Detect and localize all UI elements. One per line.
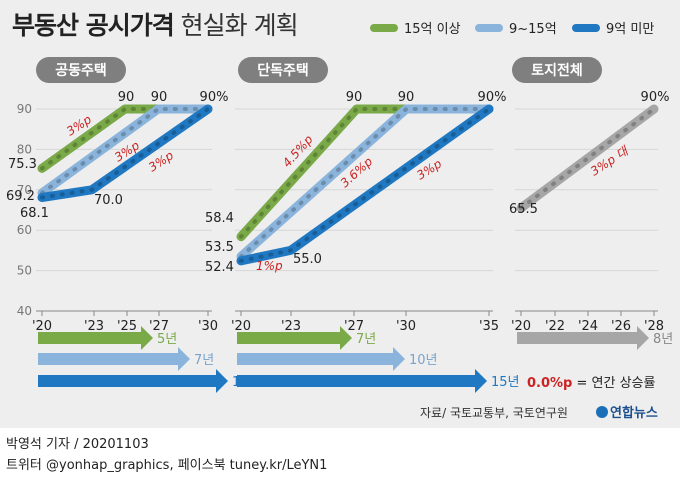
credits-line1: 박영석 기자 / 20201103: [6, 437, 149, 452]
rate-note-text: = 연간 상승률: [572, 376, 656, 391]
credits-line2: 트위터 @yonhap_graphics, 페이스북 tuney.kr/LeYN…: [6, 458, 328, 473]
duration-label: 5년: [157, 332, 177, 347]
x-tick-label: '30: [396, 319, 416, 334]
legend-swatch-mid: [475, 24, 503, 32]
data-label: 90: [118, 90, 135, 105]
title-main: 부동산 공시가격: [12, 11, 175, 40]
legend-swatch-low: [572, 24, 600, 32]
duration-label: 8년: [653, 332, 673, 347]
data-label: 90: [151, 90, 168, 105]
data-label: 68.1: [20, 206, 49, 221]
rate-label: 1%p: [256, 259, 283, 273]
duration-arrow: [237, 347, 405, 371]
logo: 연합뉴스: [596, 402, 658, 421]
y-tick-label: 70: [17, 183, 32, 197]
series-dots: [239, 107, 491, 263]
y-tick-label: 50: [17, 264, 32, 278]
page-title: 부동산 공시가격 현실화 계획: [12, 6, 299, 42]
data-label: 53.5: [205, 240, 234, 255]
series-line: [236, 104, 494, 261]
series-dots: [40, 107, 210, 200]
duration-label: 10년: [409, 353, 438, 368]
series-line: [37, 104, 213, 202]
series-dots: [40, 107, 210, 171]
series-line: [516, 104, 659, 213]
legend-label-low: 9억 미만: [606, 22, 655, 37]
panel-title: 토지전체: [531, 62, 583, 79]
rate-note: 0.0%p = 연간 상승률: [527, 372, 655, 391]
title-sub: 현실화 계획: [180, 11, 299, 40]
x-tick-label: '26: [611, 319, 631, 334]
panel-header-bg: [36, 57, 126, 83]
x-tick-label: '35: [479, 319, 499, 334]
y-tick-label: 60: [17, 223, 32, 237]
series-dots: [519, 107, 656, 210]
x-tick-label: '27: [149, 319, 169, 334]
duration-label: 7년: [194, 353, 214, 368]
x-tick-label: '30: [198, 319, 218, 334]
duration-arrow: [38, 369, 228, 393]
x-tick-label: '24: [578, 319, 598, 334]
logo-icon: [596, 406, 608, 418]
data-label: 69.2: [6, 189, 35, 204]
source-text: 자료/ 국토교통부, 국토연구원: [420, 406, 568, 420]
duration-arrow: [237, 369, 487, 393]
data-label: 90%: [478, 90, 507, 105]
data-label: 52.4: [205, 260, 234, 275]
x-tick-label: '20: [511, 319, 531, 334]
panel-title: 단독주택: [257, 62, 309, 79]
series-line: [236, 104, 494, 266]
data-label: 70.0: [94, 193, 123, 208]
legend-label-high: 15억 이상: [404, 22, 461, 37]
legend-swatch-high: [370, 24, 398, 32]
x-tick-label: '28: [644, 319, 664, 334]
logo-text: 연합뉴스: [610, 406, 658, 421]
x-tick-label: '27: [344, 319, 364, 334]
rate-note-value: 0.0%p: [527, 376, 573, 391]
x-tick-label: '20: [32, 319, 52, 334]
credits: 박영석 기자 / 20201103 트위터 @yonhap_graphics, …: [0, 430, 680, 478]
series-line: [37, 104, 213, 198]
data-label: 58.4: [205, 211, 234, 226]
duration-label: 15년: [491, 375, 520, 390]
panel-title: 공동주택: [55, 62, 107, 79]
series-dots: [239, 107, 491, 259]
x-tick-label: '25: [117, 319, 137, 334]
chart-svg: 40 50 60 70 80 90 공동주택 '20 '23 '25 '27 '30 5년 7년 10년 단독…: [6, 57, 673, 393]
y-tick-label: 40: [17, 304, 32, 318]
duration-arrow: [38, 347, 190, 371]
data-label: 90%: [200, 90, 229, 105]
data-label: 75.3: [8, 157, 37, 172]
panel-header-bg: [512, 57, 602, 83]
duration-label: 7년: [356, 332, 376, 347]
y-tick-label: 90: [17, 102, 32, 116]
duration-arrow: [517, 326, 649, 350]
y-tick-label: 80: [17, 142, 32, 156]
x-tick-label: '23: [84, 319, 104, 334]
legend-label-mid: 9~15억: [509, 22, 557, 37]
x-tick-label: '20: [231, 319, 251, 334]
data-label: 65.5: [509, 202, 538, 217]
duration-arrow: [38, 326, 153, 350]
data-label: 90: [398, 90, 415, 105]
duration-arrow: [237, 326, 352, 350]
panel-header-bg: [238, 57, 328, 83]
data-label: 55.0: [293, 252, 322, 267]
data-label: 90: [346, 90, 363, 105]
x-tick-label: '22: [545, 319, 565, 334]
x-tick-label: '23: [281, 319, 301, 334]
data-label: 90%: [641, 90, 670, 105]
